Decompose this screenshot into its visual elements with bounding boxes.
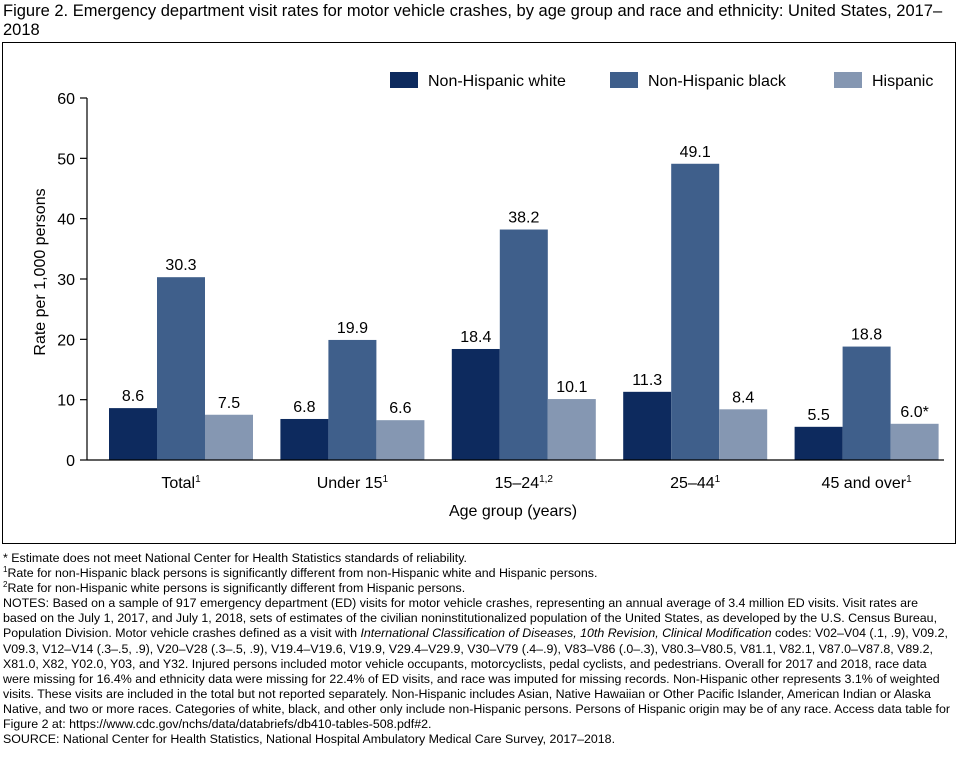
footnotes: * Estimate does not meet National Center… [3,551,955,747]
legend-item: Non-Hispanic black [610,72,787,90]
bar [205,414,253,460]
legend-label: Non-Hispanic white [428,73,566,90]
bar-group: 8.6 30.3 7.5 [109,257,253,460]
footnote-2: 2Rate for non-Hispanic white persons is … [3,581,955,596]
legend-swatch [834,72,862,88]
notes-italic-text: International Classification of Diseases… [360,626,772,641]
x-tick-label: Total1 [161,474,201,492]
y-tick-label: 10 [57,393,75,410]
bar-group: 6.8 19.9 6.6 [280,320,425,460]
notes-text-2: codes: V02–V04 (.1, .9), V09.2, V09.3, V… [3,626,950,732]
bar [547,399,596,460]
bar-value-label: 8.6 [122,388,144,405]
bar-value-label: 18.4 [460,329,491,346]
legend: Non-Hispanic white Non-Hispanic black Hisp… [390,72,933,90]
bar-group: 11.3 49.1 8.4 [623,144,768,460]
bar-value-label: 38.2 [508,210,539,227]
x-tick-label: Under 151 [317,474,389,492]
bar-value-label: 6.0* [900,404,928,421]
bar [499,229,548,460]
x-tick-label: 25–441 [670,474,721,492]
bar-chart: 0 10 20 30 40 50 60 8.6 30.3 7.5 6.8 19.9 6.6 18.4 38… [32,72,944,520]
x-axis: Total1 Under 151 15–241,2 25–441 45 and over… [87,459,944,492]
footnote-1-text: Rate for non-Hispanic black persons is s… [7,566,598,581]
bar-value-label: 18.8 [851,327,882,344]
y-axis: 0 10 20 30 40 50 60 [57,91,88,470]
legend-item: Non-Hispanic white [390,72,566,90]
bar [671,163,720,460]
y-tick-label: 30 [57,272,75,289]
bar-value-label: 8.4 [732,389,754,406]
bar-groups: 8.6 30.3 7.5 6.8 19.9 6.6 18.4 38.2 10.1 11.3 49.1… [109,144,939,460]
bar-value-label: 7.5 [218,395,240,412]
legend-label: Non-Hispanic black [648,73,787,90]
bar-value-label: 6.8 [293,399,315,416]
bar-value-label: 49.1 [680,144,711,161]
figure-title: Figure 2. Emergency department visit rat… [3,2,943,39]
chart-frame: 0 10 20 30 40 50 60 8.6 30.3 7.5 6.8 19.9 6.6 18.4 38… [2,42,956,544]
y-tick-label: 50 [57,151,75,168]
bar [157,277,205,460]
bar [623,391,672,460]
bar [890,423,939,460]
bar-value-label: 19.9 [337,320,368,337]
bar [109,408,157,460]
x-tick-label: 15–241,2 [495,474,554,492]
notes-paragraph: NOTES: Based on a sample of 917 emergenc… [3,596,955,732]
source-line: SOURCE: National Center for Health Stati… [3,732,616,747]
bar-value-label: 6.6 [389,400,411,417]
bar-value-label: 5.5 [807,407,829,424]
footnote-2-text: Rate for non-Hispanic white persons is s… [7,581,466,596]
bar-value-label: 30.3 [165,257,196,274]
bar-group: 5.5 18.8 6.0* [794,327,939,460]
legend-label: Hispanic [872,73,933,90]
legend-swatch [610,72,638,88]
footnote-1-mark: 1 [3,565,8,575]
y-axis-title: Rate per 1,000 persons [32,188,49,355]
bar-group: 18.4 38.2 10.1 [451,210,596,460]
bar [328,339,377,460]
bar [451,348,500,460]
y-tick-label: 0 [66,453,75,470]
bar [719,409,768,460]
bar-value-label: 10.1 [556,379,587,396]
x-tick-label: 45 and over1 [822,474,913,492]
y-tick-label: 40 [57,212,75,229]
x-axis-title: Age group (years) [449,503,577,520]
bar [794,426,843,460]
bar-value-label: 11.3 [632,372,662,389]
footnote-asterisk: * Estimate does not meet National Center… [3,551,467,565]
bar [842,346,891,460]
y-tick-label: 60 [57,91,75,108]
footnote-1: 1Rate for non-Hispanic black persons is … [3,566,955,581]
footnote-2-mark: 2 [3,580,8,590]
y-tick-label: 20 [57,332,75,349]
legend-item: Hispanic [834,72,933,90]
bar [376,420,425,460]
legend-swatch [390,72,418,88]
notes-text-1: NOTES: Based on a sample of 917 emergenc… [3,596,938,641]
bar [280,418,329,460]
